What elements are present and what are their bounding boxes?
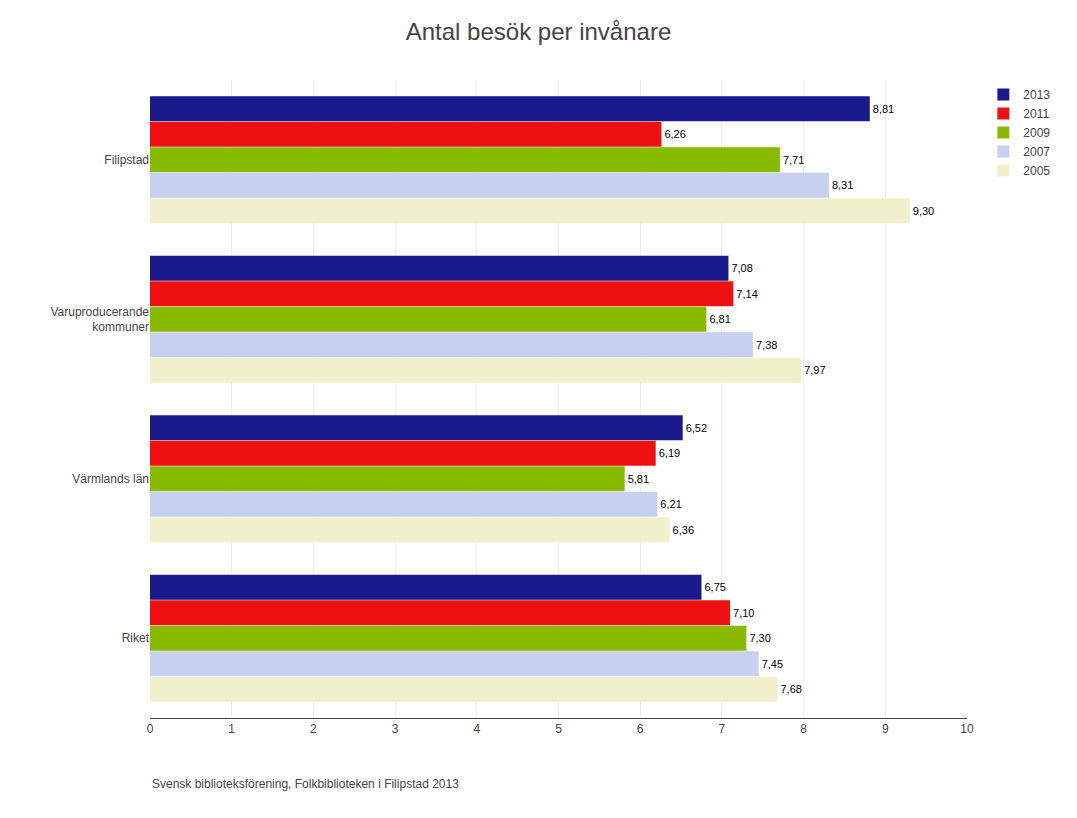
svg-text:5,81: 5,81 <box>628 473 649 485</box>
svg-text:7,30: 7,30 <box>749 632 770 644</box>
svg-text:6,21: 6,21 <box>660 498 681 510</box>
svg-text:8,31: 8,31 <box>832 179 853 191</box>
svg-text:6,75: 6,75 <box>704 581 725 593</box>
svg-text:1: 1 <box>228 722 235 736</box>
svg-text:8,81: 8,81 <box>873 103 894 115</box>
svg-text:5: 5 <box>555 722 562 736</box>
svg-text:2009: 2009 <box>1023 126 1050 140</box>
svg-text:6,19: 6,19 <box>659 447 680 459</box>
svg-text:6,36: 6,36 <box>673 524 694 536</box>
svg-text:3: 3 <box>392 722 399 736</box>
svg-text:7,45: 7,45 <box>762 658 783 670</box>
svg-text:10: 10 <box>960 722 974 736</box>
svg-text:2013: 2013 <box>1023 88 1050 102</box>
svg-text:2007: 2007 <box>1023 145 1050 159</box>
svg-text:7,38: 7,38 <box>756 339 777 351</box>
svg-text:8: 8 <box>800 722 807 736</box>
svg-text:9,30: 9,30 <box>913 205 934 217</box>
svg-text:4: 4 <box>473 722 480 736</box>
svg-text:6,52: 6,52 <box>686 422 707 434</box>
svg-text:7,08: 7,08 <box>731 262 752 274</box>
svg-text:7,10: 7,10 <box>733 607 754 619</box>
svg-text:2005: 2005 <box>1023 164 1050 178</box>
svg-text:Svensk biblioteksförening, Fol: Svensk biblioteksförening, Folkbibliotek… <box>152 777 459 791</box>
svg-text:Filipstad: Filipstad <box>104 153 149 167</box>
svg-text:2: 2 <box>310 722 317 736</box>
svg-text:Värmlands län: Värmlands län <box>72 472 149 486</box>
svg-text:2011: 2011 <box>1023 107 1049 121</box>
svg-text:Varuproducerandekommuner: Varuproducerandekommuner <box>50 305 149 335</box>
svg-text:6: 6 <box>637 722 644 736</box>
svg-text:7: 7 <box>719 722 726 736</box>
svg-text:6,81: 6,81 <box>709 313 730 325</box>
svg-text:Riket: Riket <box>122 631 150 645</box>
svg-text:6,26: 6,26 <box>664 128 685 140</box>
svg-text:7,68: 7,68 <box>780 683 801 695</box>
svg-text:7,14: 7,14 <box>736 288 757 300</box>
svg-text:0: 0 <box>147 722 154 736</box>
svg-text:Antal besök per invånare: Antal besök per invånare <box>406 18 672 45</box>
svg-text:9: 9 <box>882 722 889 736</box>
svg-text:7,71: 7,71 <box>783 154 804 166</box>
svg-text:7,97: 7,97 <box>804 364 825 376</box>
